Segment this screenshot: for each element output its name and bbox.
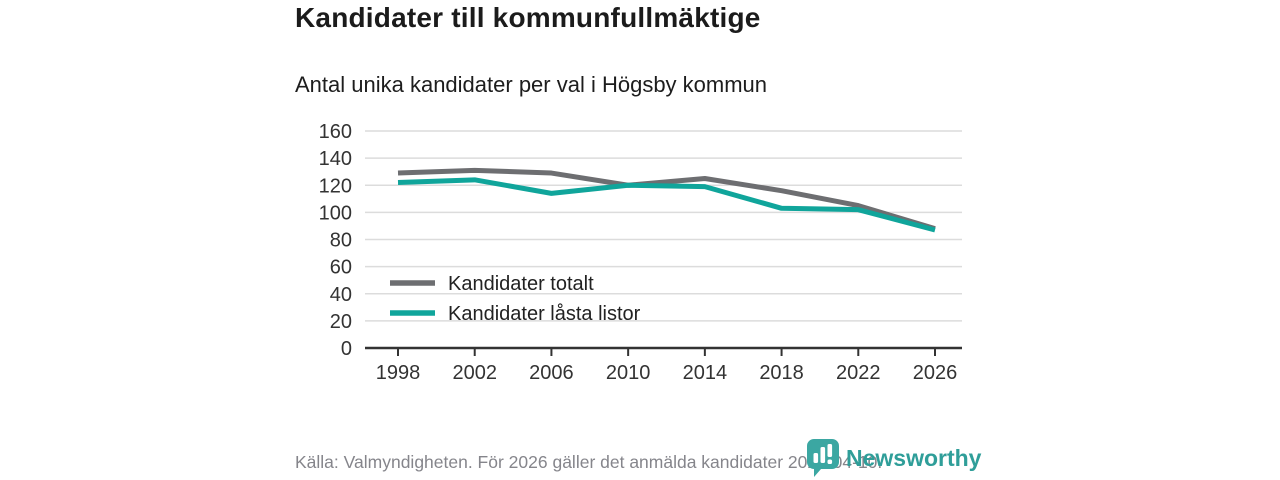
x-tick-label-1998: 1998 — [376, 362, 421, 384]
y-tick-label-120: 120 — [319, 175, 352, 197]
y-tick-label-60: 60 — [330, 257, 352, 279]
newsworthy-logo-text: Newsworthy — [846, 444, 982, 471]
chart-title: Kandidater till kommunfullmäktige — [295, 2, 761, 33]
x-tick-label-2026: 2026 — [913, 362, 958, 384]
x-tick-label-2006: 2006 — [529, 362, 574, 384]
y-tick-label-40: 40 — [330, 284, 352, 306]
x-tick-label-2018: 2018 — [759, 362, 804, 384]
series-line-1 — [397, 177, 936, 233]
chart-subtitle: Antal unika kandidater per val i Högsby … — [295, 72, 768, 97]
legend-label-1: Kandidater låsta listor — [448, 303, 641, 325]
x-tick-label-2014: 2014 — [683, 362, 728, 384]
speech-bubble-bar-chart-icon — [807, 439, 839, 477]
y-tick-label-160: 160 — [319, 121, 352, 143]
x-tick-label-2022: 2022 — [836, 362, 881, 384]
x-tick-label-2002: 2002 — [452, 362, 497, 384]
y-tick-label-0: 0 — [341, 338, 352, 360]
x-tick-label-2010: 2010 — [606, 362, 651, 384]
y-tick-label-100: 100 — [319, 202, 352, 224]
y-tick-label-20: 20 — [330, 311, 352, 333]
y-tick-label-140: 140 — [319, 148, 352, 170]
newsworthy-logo: Newsworthy — [806, 438, 981, 478]
source-note: Källa: Valmyndigheten. För 2026 gäller d… — [295, 452, 883, 472]
line-chart-svg: 0 20 40 60 80 100 120 140 160 1998 2002 2006 2010 201… — [319, 121, 962, 384]
series-line-0 — [397, 167, 936, 232]
y-tick-label-80: 80 — [330, 230, 352, 252]
legend-label-0: Kandidater totalt — [448, 273, 594, 295]
line-chart: 0 20 40 60 80 100 120 140 160 1998 2002 2006 2010 201… — [295, 118, 985, 393]
